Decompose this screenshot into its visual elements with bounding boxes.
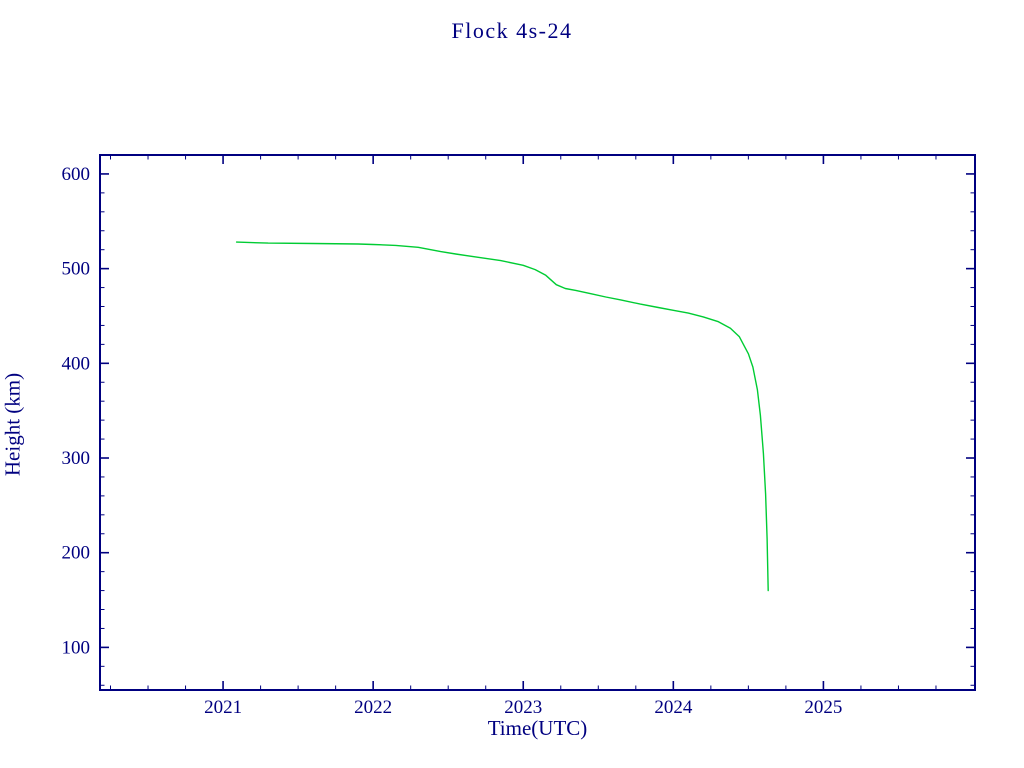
y-tick-label: 200: [62, 543, 91, 564]
plot-box: [99, 154, 976, 691]
y-tick-label: 500: [62, 259, 91, 280]
x-tick-label: 2021: [204, 697, 242, 718]
x-tick-label: 2022: [354, 697, 392, 718]
y-tick-label: 600: [62, 164, 91, 185]
series-line-orbital-height: [235, 241, 769, 592]
chart-title: Flock 4s-24: [451, 18, 573, 43]
x-axis-label: Time(UTC): [487, 716, 588, 740]
x-tick-label: 2025: [804, 697, 842, 718]
y-axis-label: Height (km): [0, 372, 25, 477]
y-tick-label: 300: [62, 448, 91, 469]
y-tick-label: 400: [62, 353, 91, 374]
x-tick-label: 2024: [654, 697, 693, 718]
y-tick-label: 100: [62, 637, 91, 658]
x-tick-label: 2023: [504, 697, 542, 718]
